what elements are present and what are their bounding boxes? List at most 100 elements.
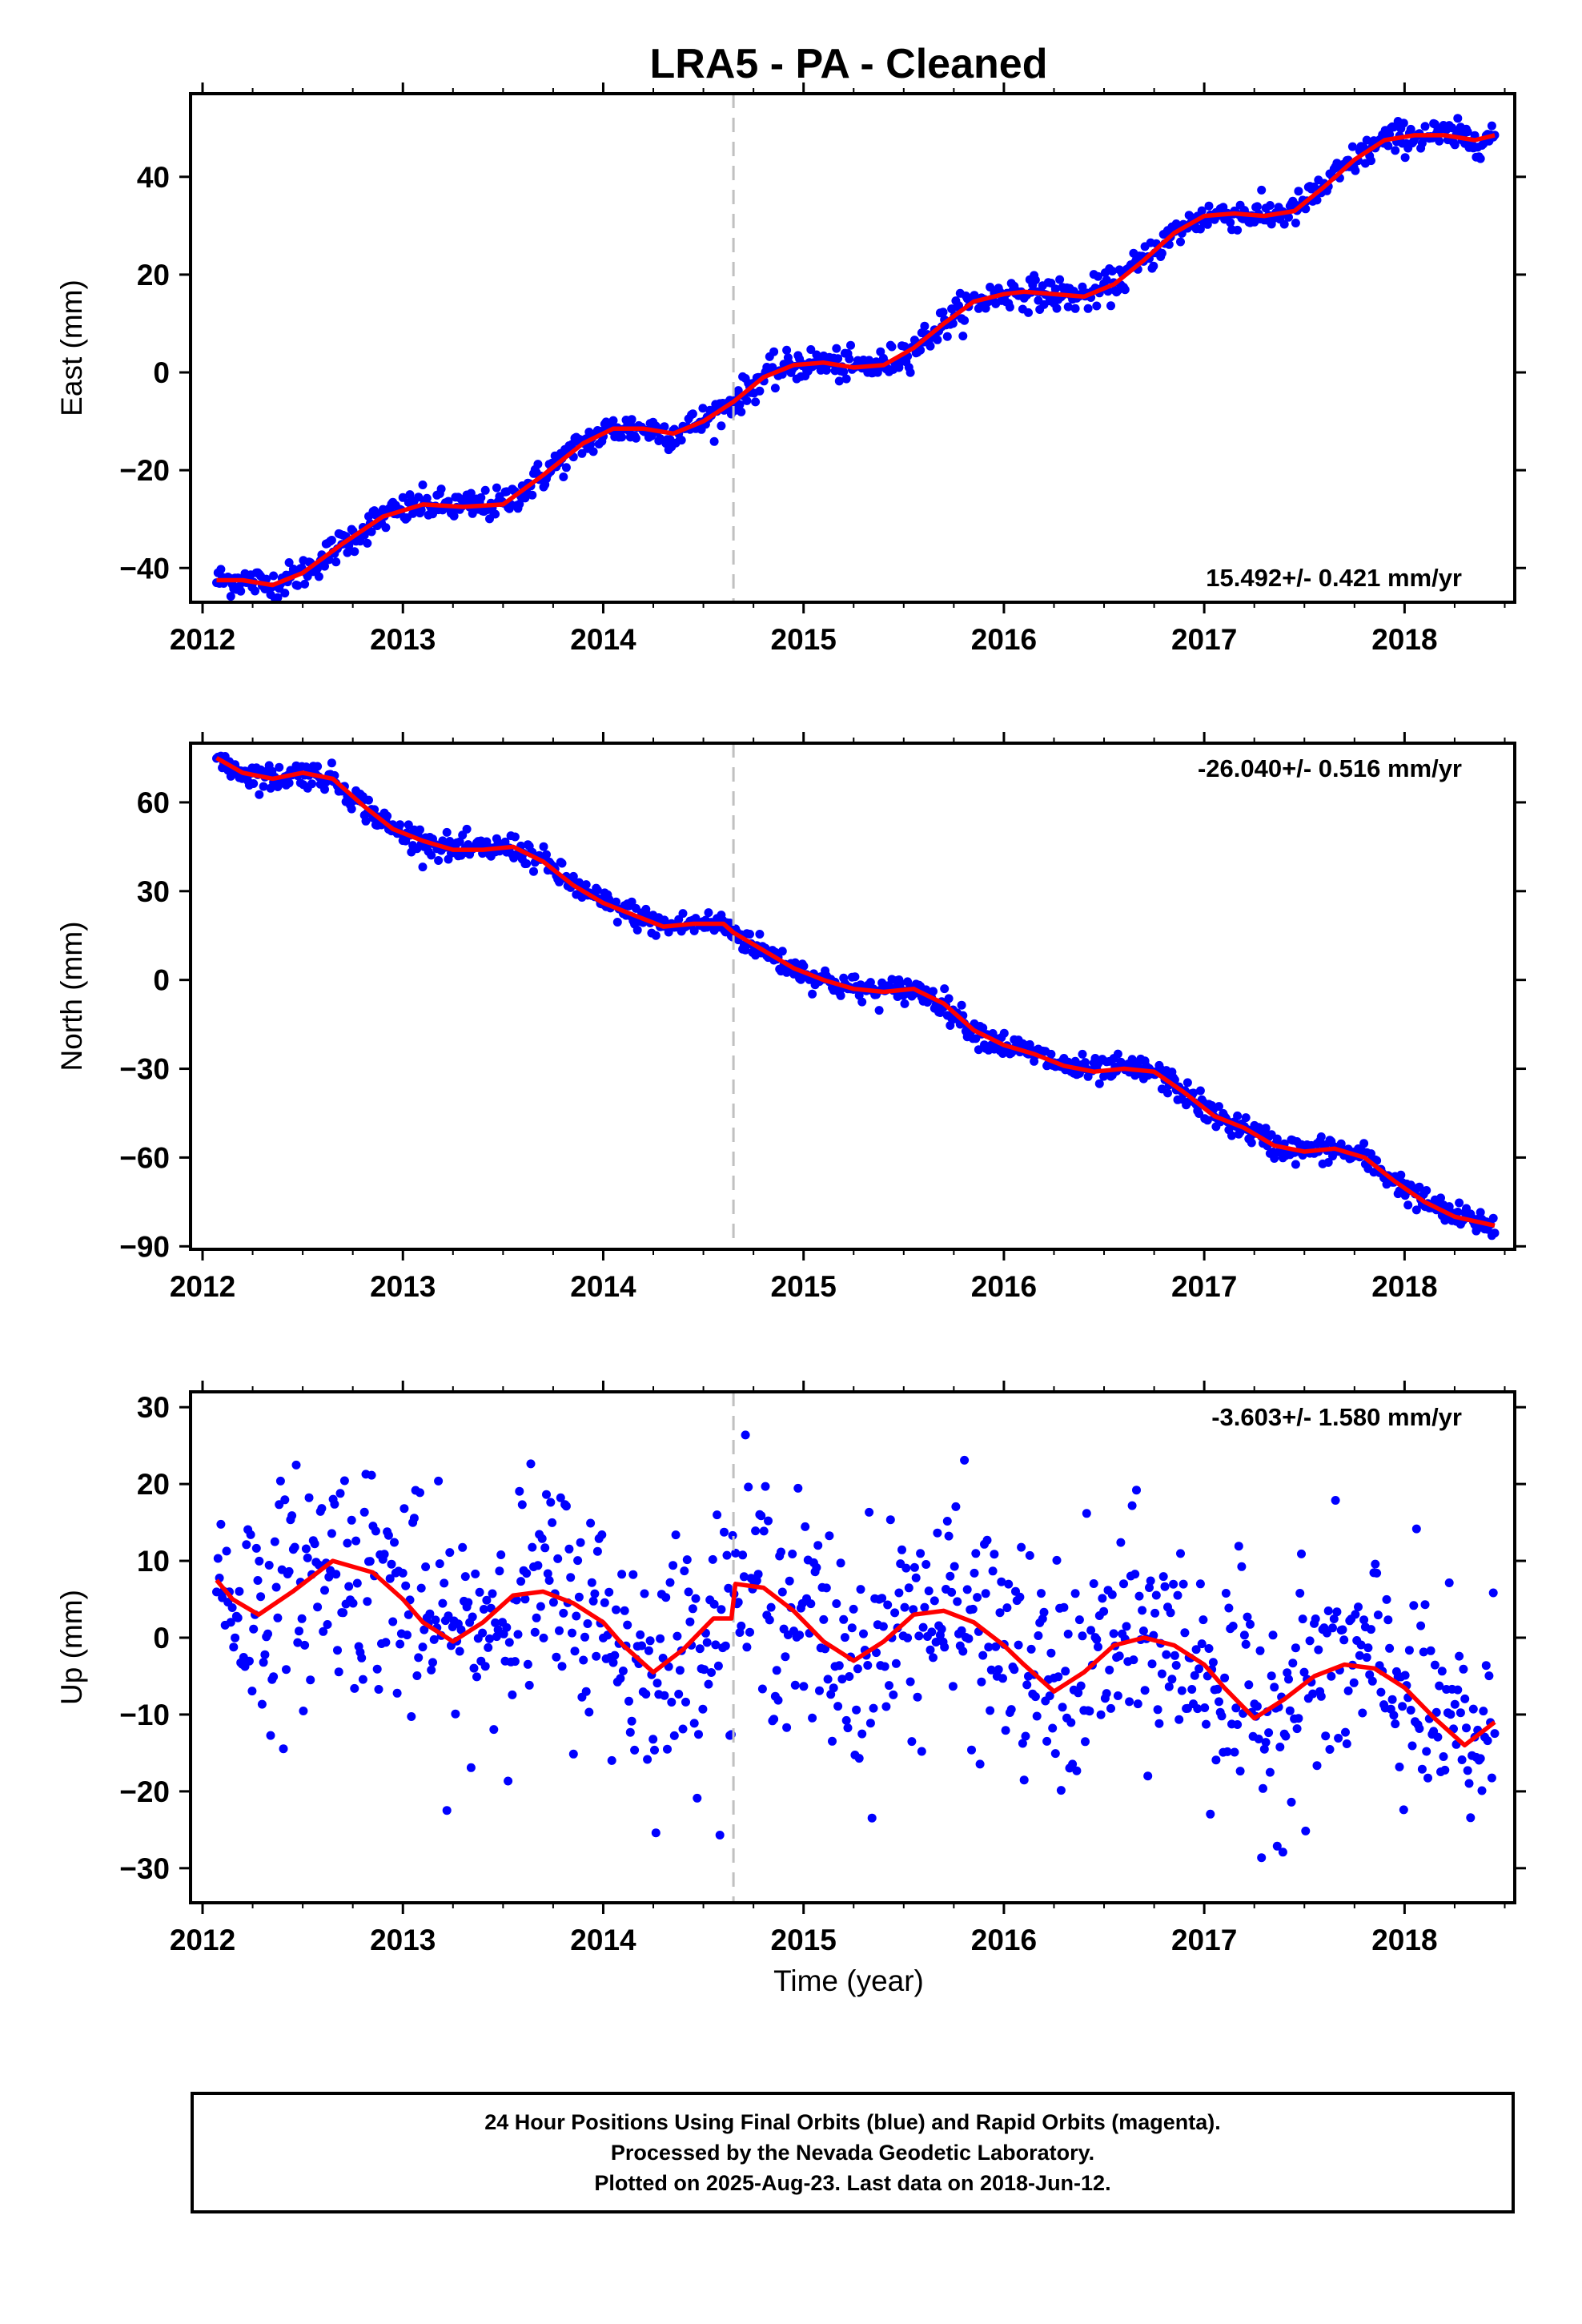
data-point (717, 1605, 726, 1614)
data-point (841, 1715, 851, 1725)
data-point (1193, 1704, 1203, 1714)
data-point (1211, 1755, 1221, 1765)
data-point (1157, 1669, 1166, 1679)
data-point (1367, 1625, 1375, 1634)
data-point (709, 436, 719, 446)
data-point (1220, 1673, 1230, 1683)
data-point (1107, 1590, 1117, 1599)
data-point (641, 1690, 651, 1699)
data-point (793, 1483, 803, 1493)
data-point (742, 1642, 752, 1652)
data-point (806, 1599, 816, 1609)
data-point (738, 1550, 748, 1560)
data-point (645, 1636, 655, 1646)
data-point (948, 319, 958, 328)
data-point (845, 1672, 854, 1681)
data-point (1061, 1667, 1070, 1676)
data-point (480, 485, 490, 495)
data-point (434, 856, 444, 865)
data-point (259, 1658, 268, 1667)
data-point (900, 342, 909, 352)
data-point (663, 1744, 672, 1754)
data-point (741, 1430, 750, 1440)
data-point (1435, 136, 1444, 146)
data-point (320, 1586, 329, 1595)
data-point (1278, 1848, 1287, 1857)
data-point (1113, 1049, 1122, 1059)
data-point (745, 1627, 754, 1637)
data-point (404, 820, 413, 830)
data-point (643, 1755, 652, 1764)
data-point (777, 1547, 785, 1557)
data-point (1122, 1622, 1131, 1631)
data-point (300, 1640, 310, 1650)
data-point (313, 1602, 323, 1612)
data-point (559, 1608, 568, 1618)
data-point (1092, 1634, 1102, 1644)
data-point (1208, 1658, 1218, 1667)
data-point (678, 909, 688, 919)
data-point (1046, 1648, 1056, 1658)
data-point (660, 1691, 669, 1700)
data-point (942, 332, 952, 341)
data-point (1024, 308, 1033, 317)
data-point (744, 1482, 753, 1492)
data-point (691, 1594, 701, 1603)
data-point (933, 335, 942, 344)
data-point (1234, 1542, 1243, 1551)
y-tick-label: 30 (137, 875, 170, 908)
data-point (865, 1507, 874, 1517)
data-point (857, 997, 867, 1007)
data-point (745, 930, 754, 939)
data-point (1398, 1702, 1407, 1711)
data-point (1114, 1651, 1124, 1661)
data-point (1285, 1706, 1295, 1715)
y-tick-label: 30 (137, 1391, 170, 1424)
x-tick-label: 2014 (570, 623, 636, 656)
data-point (978, 1651, 988, 1660)
data-point (320, 785, 329, 794)
data-point (287, 1511, 297, 1521)
data-point (1351, 166, 1360, 175)
data-point (671, 1530, 681, 1540)
data-point (953, 1597, 962, 1606)
data-point (1076, 1681, 1086, 1691)
data-point (1233, 1720, 1243, 1729)
data-point (994, 1665, 1003, 1675)
data-point (1483, 1736, 1492, 1746)
data-point (785, 1576, 794, 1586)
data-point (372, 1664, 382, 1674)
data-point (1164, 1682, 1174, 1691)
data-point (260, 1650, 270, 1659)
data-point (1466, 1813, 1476, 1823)
x-tick-label: 2018 (1371, 1924, 1437, 1956)
data-point (929, 987, 938, 996)
data-point (476, 493, 486, 502)
data-point (367, 527, 376, 537)
data-point (1025, 1550, 1034, 1560)
data-point (553, 1554, 563, 1563)
data-point (1295, 1589, 1305, 1598)
data-point (222, 1546, 231, 1556)
data-point (1447, 123, 1457, 133)
data-point (233, 1613, 243, 1622)
data-point (530, 1627, 540, 1637)
data-point (526, 1459, 536, 1469)
data-point (334, 1667, 343, 1677)
data-point (650, 1745, 659, 1755)
data-point (1170, 1651, 1179, 1660)
data-point (1241, 1639, 1251, 1649)
data-point (900, 999, 909, 1008)
data-point (825, 1531, 834, 1541)
data-point (1138, 1626, 1148, 1635)
y-tick-label: −40 (119, 552, 170, 585)
data-point (612, 897, 620, 907)
data-point (1254, 1735, 1263, 1743)
east-y-axis-label: East (mm) (55, 279, 88, 416)
data-point (379, 1550, 389, 1559)
data-point (704, 908, 713, 918)
data-point (516, 1577, 526, 1586)
data-point (688, 409, 697, 419)
data-point (1034, 1631, 1043, 1640)
data-point (269, 1672, 279, 1682)
